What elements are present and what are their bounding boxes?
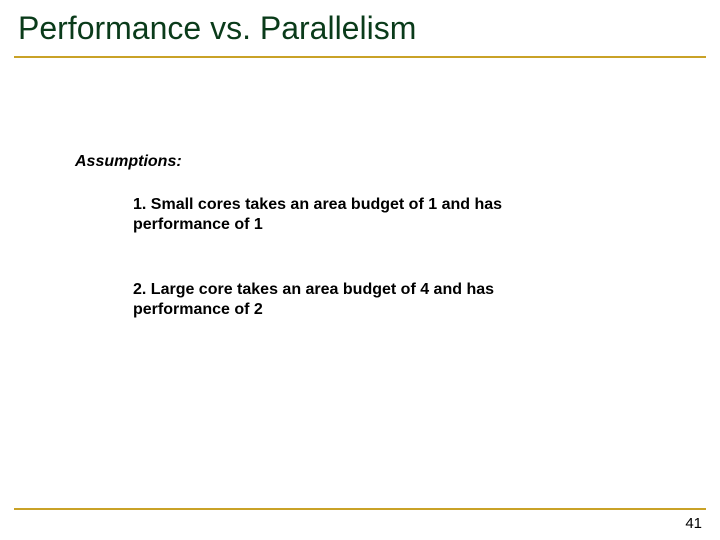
bottom-divider — [14, 508, 706, 510]
slide-title: Performance vs. Parallelism — [18, 10, 416, 47]
assumption-point-2: 2. Large core takes an area budget of 4 … — [133, 280, 573, 320]
assumptions-heading: Assumptions: — [75, 153, 182, 171]
page-number: 41 — [685, 515, 702, 532]
top-divider — [14, 56, 706, 58]
assumption-point-1: 1. Small cores takes an area budget of 1… — [133, 195, 573, 235]
